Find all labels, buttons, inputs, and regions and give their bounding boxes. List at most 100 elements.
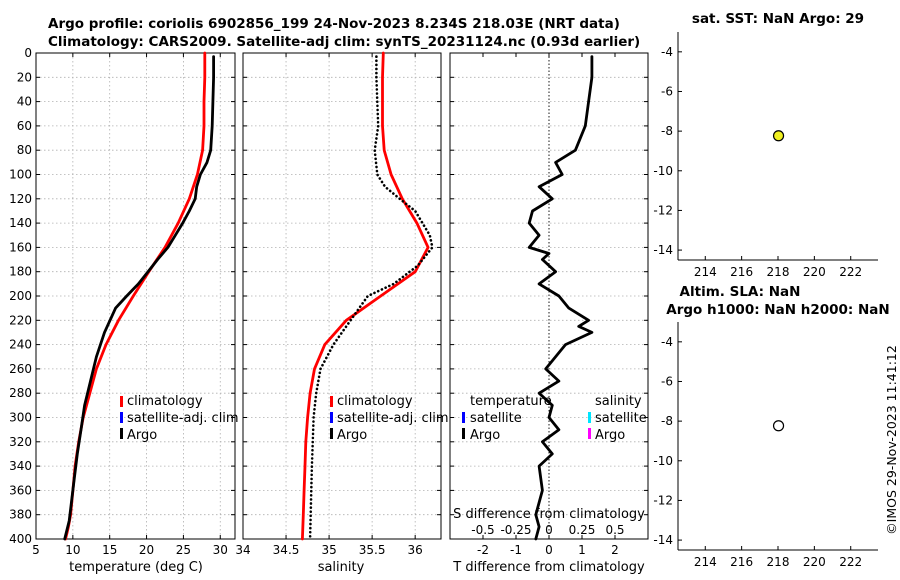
y-tick-label: -6 (661, 84, 673, 98)
temperature-panel: 0 20 40 60 80 100 120 140 160 180 200 220 240 260 280 3… (9, 46, 236, 557)
salinity-panel: 34 34.5 35 35.5 36 (235, 51, 442, 557)
y-tick-label: -4 (661, 335, 673, 349)
y-tick-label: 280 (9, 386, 32, 400)
y-tick-label: 220 (9, 313, 32, 327)
legend-title-salinity: salinity (595, 394, 642, 409)
y-tick-label: 140 (9, 216, 32, 230)
y-tick-label: -10 (653, 164, 673, 178)
legend-label-satellite-adj: satellite-adj. clim (337, 411, 449, 426)
s-tick-label: 0.5 (605, 523, 624, 537)
salinity-legend: climatology satellite-adj. clim Argo (330, 394, 449, 443)
s-difference-label: S difference from climatology (453, 507, 645, 522)
y-tick-label: 320 (9, 435, 32, 449)
x-tick-label: 222 (839, 265, 862, 279)
sst-map-title: sat. SST: NaN Argo: 29 (692, 11, 864, 27)
salinity-xlabel: salinity (318, 560, 365, 575)
x-tick-label: 34.5 (273, 543, 300, 557)
x-tick-label: 218 (767, 555, 790, 569)
y-tick-label: -12 (653, 493, 673, 507)
legend-swatch-argo (120, 428, 123, 439)
x-tick-label: 0 (545, 543, 553, 557)
map-background (678, 32, 878, 260)
legend-swatch-t-satellite (462, 412, 465, 423)
y-tick-label: -12 (653, 203, 673, 217)
legend-swatch-satellite-adj (120, 412, 123, 423)
sst-map-panel: -14 -12 -10 -8 -6 -4 214 216 218 220 222 (653, 32, 878, 279)
x-tick-label: 214 (694, 265, 717, 279)
x-tick-label: 35.5 (359, 543, 386, 557)
s-tick-label: 0 (545, 523, 553, 537)
x-tick-label: 216 (730, 265, 753, 279)
y-tick-label: 180 (9, 265, 32, 279)
legend-label-argo: Argo (127, 428, 157, 443)
y-tick-label: 360 (9, 483, 32, 497)
difference-panel: -2 -1 0 1 2 -0.5 -0.25 0 0.25 0.5 (449, 52, 649, 557)
imos-timestamp: ©IMOS 29-Nov-2023 11:41:12 (884, 345, 899, 535)
y-tick-label: 300 (9, 411, 32, 425)
y-tick-label: 120 (9, 192, 32, 206)
legend-label-satellite-adj: satellite-adj. clim (127, 411, 239, 426)
x-tick-label: 15 (102, 543, 117, 557)
legend-swatch-satellite-adj (330, 412, 333, 423)
x-tick-label: 222 (839, 555, 862, 569)
x-tick-label: -1 (510, 543, 522, 557)
y-tick-label: 20 (17, 70, 32, 84)
x-tick-label: 25 (176, 543, 191, 557)
legend-label-climatology: climatology (337, 394, 413, 409)
y-tick-label: 60 (17, 119, 32, 133)
y-tick-label: 260 (9, 362, 32, 376)
x-tick-label: -2 (477, 543, 489, 557)
legend-swatch-s-argo (588, 428, 591, 439)
legend-label-climatology: climatology (127, 394, 203, 409)
s-tick-label: 0.25 (569, 523, 596, 537)
y-tick-label: -14 (653, 533, 673, 547)
map-background (678, 322, 878, 550)
x-tick-label: 20 (139, 543, 154, 557)
y-tick-label: -4 (661, 45, 673, 59)
legend-swatch-t-argo (462, 428, 465, 439)
x-tick-label: 30 (213, 543, 228, 557)
argo-position-marker (772, 420, 785, 432)
legend-label-s-argo: Argo (595, 428, 625, 443)
sla-map-title-line-1: Altim. SLA: NaN (680, 284, 801, 300)
sla-map-panel: -14 -12 -10 -8 -6 -4 214 216 218 220 222 (653, 322, 878, 569)
y-tick-label: 200 (9, 289, 32, 303)
x-tick-label: 34 (235, 543, 250, 557)
difference-xlabel: T difference from climatology (452, 560, 645, 575)
legend-swatch-climatology (120, 396, 123, 407)
legend-swatch-s-satellite (588, 412, 591, 423)
legend-label-argo: Argo (337, 428, 367, 443)
series-line-argo (308, 55, 434, 541)
y-tick-label: 340 (9, 459, 32, 473)
y-tick-label: 240 (9, 338, 32, 352)
x-tick-label: 220 (803, 555, 826, 569)
y-tick-label: -8 (661, 124, 673, 138)
y-tick-label: -8 (661, 414, 673, 428)
y-tick-label: 40 (17, 95, 32, 109)
y-tick-label: 160 (9, 240, 32, 254)
x-tick-label: 214 (694, 555, 717, 569)
y-tick-label: 100 (9, 168, 32, 182)
x-tick-label: 35 (321, 543, 336, 557)
temperature-xlabel: temperature (deg C) (69, 560, 203, 575)
x-tick-label: 220 (803, 265, 826, 279)
x-tick-label: 216 (730, 555, 753, 569)
temperature-legend: climatology satellite-adj. clim Argo (120, 394, 239, 443)
x-tick-label: 2 (611, 543, 619, 557)
y-tick-label: 0 (24, 46, 32, 60)
argo-position-marker (772, 130, 785, 142)
title-line-1: Argo profile: coriolis 6902856_199 24-No… (48, 16, 620, 32)
legend-swatch-argo (330, 428, 333, 439)
legend-label-s-satellite: satellite (595, 411, 647, 426)
y-tick-label: -14 (653, 243, 673, 257)
series-line-climatology (300, 51, 430, 541)
y-tick-label: 380 (9, 508, 32, 522)
difference-legend: temperature satellite Argo salinity sate… (462, 394, 647, 443)
y-tick-label: -6 (661, 374, 673, 388)
x-tick-label: 1 (578, 543, 586, 557)
y-tick-label: 80 (17, 143, 32, 157)
legend-label-t-argo: Argo (470, 428, 500, 443)
s-tick-label: -0.25 (500, 523, 531, 537)
legend-swatch-climatology (330, 396, 333, 407)
